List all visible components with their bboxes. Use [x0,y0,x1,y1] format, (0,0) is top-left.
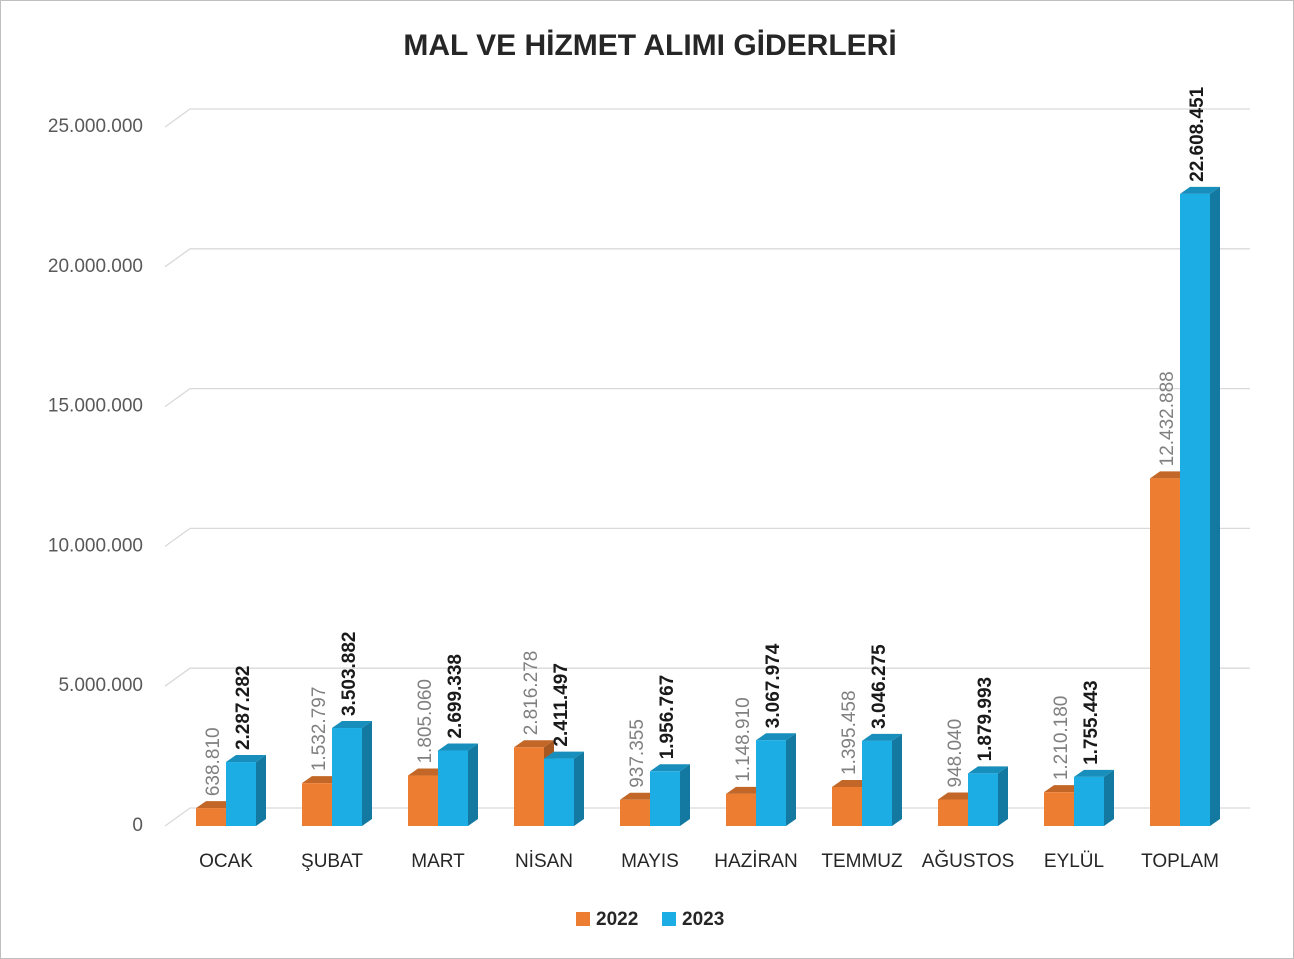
value-label: 937.355 [627,719,648,788]
bar-front [968,773,998,826]
value-label: 1.805.060 [415,679,436,764]
bar-front [514,747,544,826]
x-tick-label: EYLÜL [1044,851,1104,872]
bar-front [1180,193,1210,827]
legend-label: 2023 [682,909,724,930]
y-tick-label: 10.000.000 [48,535,143,556]
bar [438,743,478,826]
y-tick-label: 15.000.000 [48,396,143,417]
bar-side [362,721,372,826]
bar-front [1074,776,1104,826]
y-tick-label: 0 [132,815,143,836]
x-tick-label: MAYIS [621,851,679,872]
bar-front [650,771,680,826]
grid-line [164,667,1250,687]
bar-side [468,743,478,826]
bar-front [408,775,438,826]
bar [862,733,902,826]
chart-title: MAL VE HİZMET ALIMI GİDERLERİ [403,29,896,62]
bar [650,764,690,826]
value-label: 1.532.797 [309,687,330,772]
x-tick-label: ŞUBAT [301,851,363,872]
value-label: 1.148.910 [733,697,754,782]
bar-front [620,799,650,826]
bar-front [302,783,332,826]
x-tick-label: AĞUSTOS [922,850,1015,872]
bar [332,721,372,826]
y-tick-label: 20.000.000 [48,256,143,277]
bar [1074,769,1114,826]
x-tick-label: TOPLAM [1141,851,1219,872]
grid-line [164,387,1250,408]
bar-front [196,808,226,826]
y-tick-label: 5.000.000 [58,675,143,696]
value-label: 948.040 [945,719,966,788]
bar-side [998,766,1008,826]
bar-front [1044,792,1074,826]
bar-side [680,764,690,826]
bar-top [968,766,1008,774]
value-label: 3.046.275 [869,644,890,729]
bar-top [1180,186,1220,194]
value-label: 1.395.458 [839,690,860,775]
bar-top [1074,769,1114,777]
bar-front [862,740,892,826]
bar-top [514,740,554,748]
bar-top [862,733,902,741]
bar-side [256,755,266,826]
bar [226,755,266,826]
y-tick-label: 25.000.000 [48,116,143,137]
legend-swatch [662,912,676,926]
grid-line [164,248,1250,268]
x-tick-label: OCAK [199,851,253,872]
legend-swatch [576,912,590,926]
value-label: 12.432.888 [1157,371,1178,466]
bar-side [786,733,796,826]
bar [968,766,1008,826]
value-label: 2.699.338 [445,654,466,739]
grid-line [164,108,1250,128]
value-label: 2.287.282 [233,666,254,751]
bar-side [1210,186,1220,827]
bar-front [438,750,468,826]
bar-front [1150,478,1180,826]
bar-top [438,743,478,751]
value-label: 638.810 [203,727,224,796]
bar-top [756,733,796,741]
x-tick-label: HAZİRAN [714,851,797,872]
x-tick-label: NİSAN [515,851,573,872]
bar [544,751,584,826]
bar-front [544,758,574,826]
grid-line [164,527,1250,547]
x-tick-label: MART [411,851,465,872]
bar [1180,186,1220,827]
bar-top [332,721,372,729]
bar-side [1104,769,1114,826]
value-label: 1.879.993 [975,677,996,762]
value-label: 1.755.443 [1081,680,1102,765]
bar-side [892,733,902,826]
bar-top [226,755,266,763]
value-label: 1.210.180 [1051,696,1072,781]
value-label: 3.067.974 [763,643,784,728]
x-tick-label: TEMMUZ [821,851,903,872]
bar-front [332,728,362,826]
value-label: 1.956.767 [657,675,678,760]
value-label: 22.608.451 [1187,86,1208,182]
value-label: 3.503.882 [339,632,360,717]
bar-front [726,793,756,826]
legend-label: 2022 [596,909,638,930]
bar-side [574,751,584,826]
value-label: 2.816.278 [521,651,542,736]
bar-front [226,762,256,826]
bar-front [756,740,786,826]
bar-top [650,764,690,772]
bar-front [832,786,862,826]
value-label: 2.411.497 [551,663,572,746]
bar-top [544,751,584,759]
bar-front [938,799,968,826]
bar [756,733,796,826]
